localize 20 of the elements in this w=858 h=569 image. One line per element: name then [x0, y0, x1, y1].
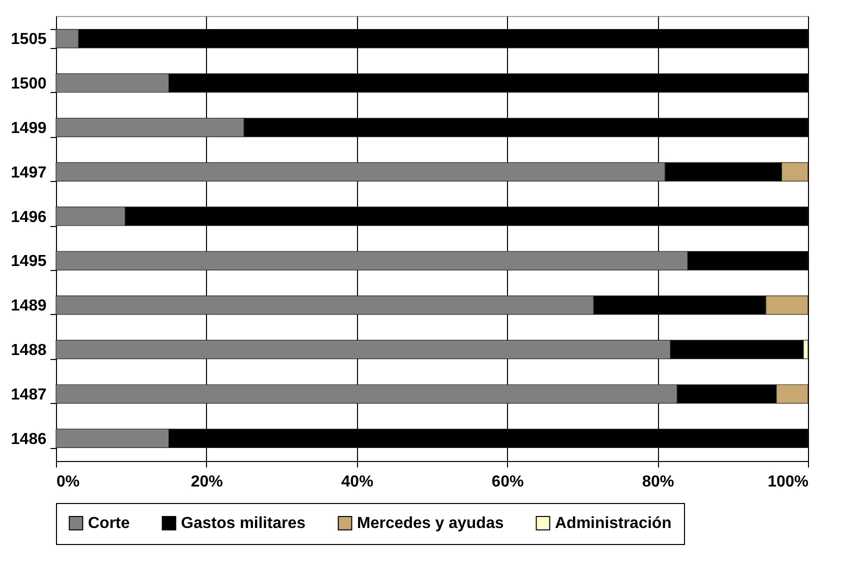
legend-label: Administración [555, 515, 672, 532]
x-tick-label: 60% [492, 474, 524, 490]
y-tick-label: 1487 [10, 386, 47, 404]
y-tick-label: 1495 [10, 253, 47, 270]
legend-label: Mercedes y ayudas [357, 515, 504, 532]
x-tick-label: 20% [190, 474, 223, 490]
y-tick-label: 1486 [10, 430, 47, 448]
x-tick-label: 40% [341, 474, 374, 490]
x-tick-label: 80% [642, 474, 674, 490]
y-tick-label: 1500 [10, 76, 47, 93]
legend-label: Corte [88, 515, 130, 532]
y-tick-label: 1499 [10, 120, 47, 137]
legend-label: Gastos militares [181, 515, 306, 532]
y-tick-label: 1489 [10, 298, 47, 315]
y-tick-label: 1505 [10, 31, 47, 48]
y-tick-label: 1497 [10, 164, 47, 182]
x-tick-label: 100% [768, 474, 808, 490]
x-tick-label: 0% [56, 474, 80, 490]
y-tick-label: 1496 [10, 208, 47, 226]
y-tick-label: 1488 [10, 342, 47, 360]
